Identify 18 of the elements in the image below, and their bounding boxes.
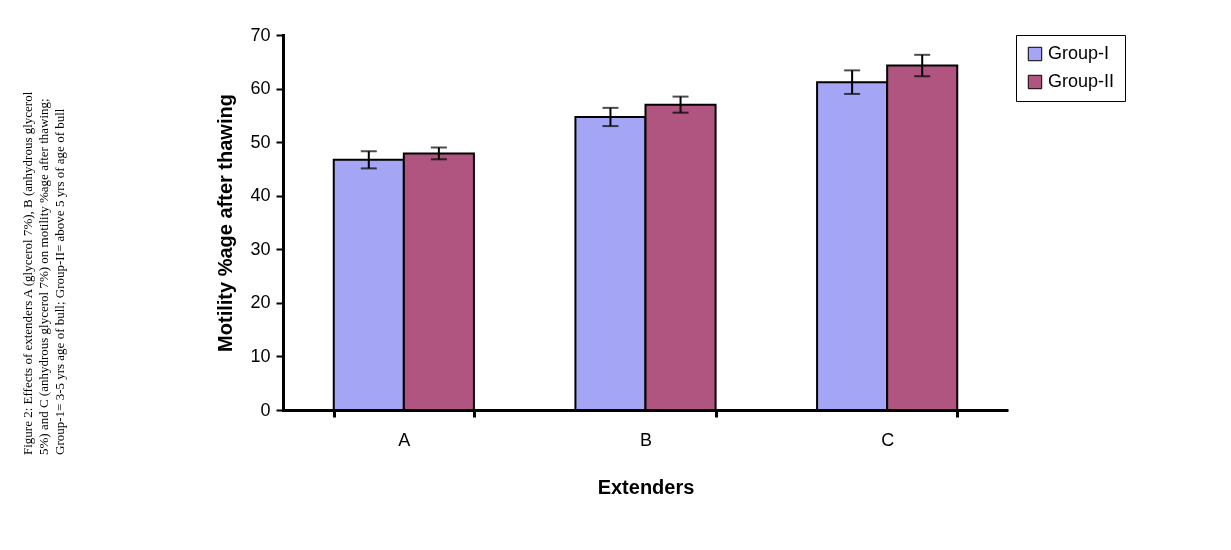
legend-label: Group-II: [1048, 71, 1115, 91]
text: Group-1= 3-5 yrs age of bull; Group-II= above 5 yrs of age of bull: [52, 108, 67, 455]
y-tick-label: 0: [260, 399, 271, 420]
y-tick-label: 50: [250, 131, 271, 152]
text: 5%) and C (anhydrous glycerol 7%) on motility %age after thawing;: [36, 98, 51, 455]
y-axis-title: Motility %age after thawing: [214, 94, 237, 352]
x-tick-label: B: [639, 429, 653, 450]
y-tick-label: 10: [250, 345, 271, 366]
x-axis-title: Extenders: [597, 475, 695, 498]
legend-label: Group-I: [1048, 43, 1110, 63]
y-tick-label: 30: [250, 238, 271, 259]
x-tick-label: C: [881, 429, 895, 450]
y-tick-label: 40: [250, 185, 271, 206]
y-tick-label: 20: [250, 292, 271, 313]
caption: Figure 2: Effects of extenders A (glycerol 7%), B (anhydrous glycerol: [20, 91, 35, 455]
y-tick-label: 70: [250, 24, 271, 45]
x-tick-label: A: [398, 429, 411, 450]
y-tick-label: 60: [250, 78, 271, 99]
